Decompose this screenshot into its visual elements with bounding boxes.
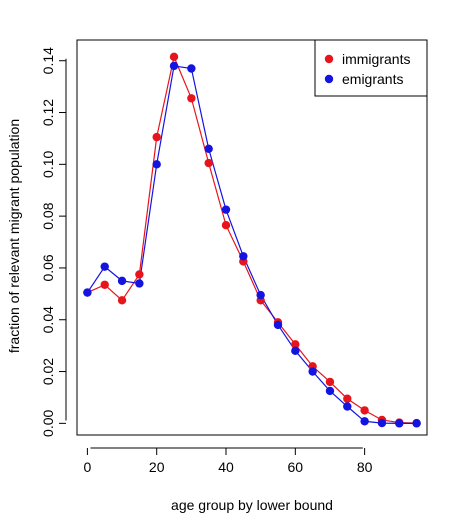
data-point-emigrants (291, 346, 300, 356)
x-tick-label: 20 (149, 459, 165, 475)
data-point-immigrants (117, 296, 127, 305)
data-point-emigrants (100, 262, 109, 271)
y-tick-label: 0.14 (40, 47, 56, 74)
data-point-emigrants (83, 288, 92, 297)
legend-label-immigrants: immigrants (342, 51, 410, 67)
legend-label-emigrants: emigrants (342, 71, 403, 87)
data-point-emigrants (239, 252, 248, 261)
data-point-emigrants (152, 160, 161, 169)
x-tick-label: 80 (357, 459, 373, 475)
data-point-emigrants (169, 61, 179, 71)
data-point-emigrants (325, 386, 335, 396)
series-lines (86, 54, 417, 424)
series-points (83, 52, 421, 428)
data-point-immigrants (360, 406, 369, 415)
legend: immigrants emigrants (314, 39, 428, 97)
legend-marker-immigrants (324, 54, 334, 64)
legend-box (314, 39, 428, 97)
data-point-emigrants (395, 419, 404, 428)
data-point-immigrants (221, 220, 231, 230)
data-point-emigrants (135, 279, 144, 288)
y-tick-label: 0.10 (40, 150, 56, 177)
x-axis-title: age group by lower bound (171, 497, 333, 513)
data-point-emigrants (117, 276, 127, 286)
data-point-immigrants (135, 270, 144, 279)
data-point-emigrants (256, 290, 265, 300)
y-axis: 0.00 0.02 0.04 0.06 0.08 0.10 0.12 0.14 (40, 47, 67, 437)
data-point-emigrants (204, 144, 213, 153)
data-point-emigrants (343, 402, 352, 411)
plot-frame (76, 39, 428, 436)
x-tick-label: 40 (218, 459, 234, 475)
x-axis: 0 20 40 60 80 (83, 447, 373, 475)
data-point-immigrants (169, 52, 179, 62)
legend-marker-emigrants (324, 74, 334, 84)
data-point-immigrants (325, 377, 335, 387)
y-axis-title: fraction of relevant migrant population (6, 119, 22, 353)
data-point-emigrants (308, 367, 317, 376)
y-tick-label: 0.04 (40, 306, 56, 333)
series-line-immigrants (87, 54, 417, 424)
y-tick-label: 0.12 (40, 99, 56, 126)
data-point-immigrants (152, 132, 161, 142)
data-point-immigrants (187, 94, 196, 103)
series-line-emigrants (86, 65, 417, 424)
data-point-immigrants (204, 158, 213, 168)
y-tick-label: 0.08 (40, 202, 56, 229)
y-tick-label: 0.00 (40, 410, 56, 437)
data-point-immigrants (291, 340, 300, 349)
data-point-emigrants (187, 64, 196, 73)
data-point-emigrants (360, 417, 369, 426)
x-tick-label: 0 (83, 459, 91, 475)
y-tick-label: 0.02 (40, 358, 56, 385)
y-tick-label: 0.06 (40, 254, 56, 281)
data-point-emigrants (221, 205, 231, 214)
x-tick-label: 60 (288, 459, 304, 475)
data-point-immigrants (343, 394, 352, 403)
data-point-immigrants (100, 280, 109, 289)
data-point-emigrants (412, 419, 421, 428)
data-point-emigrants (273, 320, 283, 330)
data-point-emigrants (377, 418, 387, 428)
